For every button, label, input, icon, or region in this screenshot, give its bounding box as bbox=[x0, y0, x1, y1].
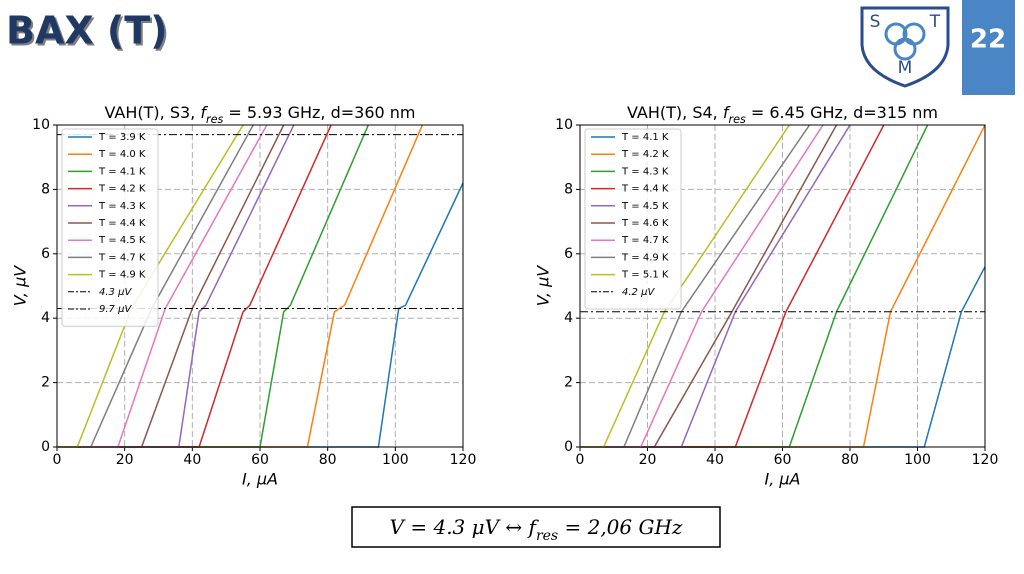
text-part: res bbox=[206, 113, 223, 126]
legend-label: 9.7 μV bbox=[99, 304, 132, 315]
legend-label: T = 4.6 K bbox=[621, 218, 669, 229]
text-part: f bbox=[723, 103, 731, 122]
legend-label: T = 4.4 K bbox=[98, 218, 146, 229]
text-part: res bbox=[536, 528, 558, 544]
legend-label: T = 4.5 K bbox=[98, 235, 146, 246]
legend-label: T = 3.9 K bbox=[98, 132, 146, 143]
y-tick-label: 6 bbox=[564, 246, 573, 262]
legend-box bbox=[584, 128, 682, 310]
y-axis-label: V, μV bbox=[11, 265, 30, 306]
logo-letter: M bbox=[898, 58, 913, 78]
y-axis-label: V, μV bbox=[534, 265, 553, 306]
legend-label: T = 4.1 K bbox=[98, 166, 146, 177]
slide-title-shadow: ВАХ (T) bbox=[8, 11, 170, 55]
logo: S T M bbox=[860, 6, 950, 88]
x-tick-label: 20 bbox=[116, 452, 134, 468]
plot-frame bbox=[56, 124, 464, 448]
x-tick-label: 40 bbox=[706, 452, 724, 468]
legend-label: T = 4.3 K bbox=[98, 201, 146, 212]
x-tick-label: 20 bbox=[639, 452, 657, 468]
x-tick-label: 60 bbox=[251, 452, 269, 468]
legend-label: 4.2 μV bbox=[622, 287, 655, 298]
y-tick-label: 8 bbox=[41, 181, 50, 197]
slide-title: ВАХ (T) bbox=[6, 9, 168, 53]
y-tick-label: 10 bbox=[32, 117, 50, 133]
y-tick-label: 2 bbox=[564, 375, 573, 391]
legend-label: T = 4.2 K bbox=[98, 184, 146, 195]
y-tick-label: 4 bbox=[41, 310, 50, 326]
x-tick-label: 0 bbox=[53, 452, 62, 468]
x-tick-label: 100 bbox=[382, 452, 409, 468]
logo-shield bbox=[860, 6, 950, 88]
formula: V = 4.3 μV ↔ fres = 2,06 GHz bbox=[390, 515, 683, 545]
text-part: = 6.45 GHz, d=315 nm bbox=[746, 103, 938, 122]
x-tick-label: 80 bbox=[841, 452, 859, 468]
legend-label: T = 4.3 K bbox=[621, 166, 669, 177]
legend-label: T = 4.1 K bbox=[621, 132, 669, 143]
text-part: V = 4.3 μV ↔ bbox=[390, 515, 529, 539]
legend-label: T = 4.7 K bbox=[98, 252, 146, 263]
chart-title: VAH(T), S4, fres = 6.45 GHz, d=315 nm bbox=[627, 103, 938, 126]
y-tick-label: 6 bbox=[41, 246, 50, 262]
chart-title: VAH(T), S3, fres = 5.93 GHz, d=360 nm bbox=[105, 103, 416, 126]
legend-label: T = 4.2 K bbox=[621, 149, 669, 160]
text-part: res bbox=[728, 113, 745, 126]
logo-letter: S bbox=[870, 12, 881, 32]
legend-label: T = 4.9 K bbox=[621, 252, 669, 263]
text-part: VAH(T), S4, bbox=[627, 103, 723, 122]
plot-frame bbox=[579, 124, 986, 448]
page-badge bbox=[962, 0, 1015, 95]
legend-label: T = 5.1 K bbox=[621, 270, 669, 281]
logo-ring bbox=[893, 37, 917, 61]
text-part: f bbox=[200, 103, 208, 122]
y-tick-label: 10 bbox=[555, 117, 573, 133]
text-part: VAH(T), S3, bbox=[105, 103, 201, 122]
x-tick-label: 80 bbox=[319, 452, 337, 468]
x-tick-label: 0 bbox=[576, 452, 585, 468]
x-tick-label: 60 bbox=[774, 452, 792, 468]
formula-box bbox=[351, 506, 721, 548]
legend-label: T = 4.5 K bbox=[621, 201, 669, 212]
legend-label: T = 4.9 K bbox=[98, 270, 146, 281]
legend-label: 4.3 μV bbox=[99, 287, 132, 298]
y-tick-label: 2 bbox=[41, 375, 50, 391]
text-part: = 5.93 GHz, d=360 nm bbox=[223, 103, 415, 122]
legend-box bbox=[61, 128, 159, 327]
x-tick-label: 120 bbox=[972, 452, 999, 468]
logo-letter: T bbox=[929, 12, 941, 32]
x-tick-label: 100 bbox=[904, 452, 931, 468]
y-tick-label: 0 bbox=[41, 439, 50, 455]
x-axis-label: I, μA bbox=[764, 470, 800, 489]
page-number: 22 bbox=[970, 25, 1006, 55]
y-tick-label: 8 bbox=[564, 181, 573, 197]
legend-label: T = 4.7 K bbox=[621, 235, 669, 246]
y-tick-label: 0 bbox=[564, 439, 573, 455]
y-tick-label: 4 bbox=[564, 310, 573, 326]
legend-label: T = 4.0 K bbox=[98, 149, 146, 160]
legend-label: T = 4.4 K bbox=[621, 184, 669, 195]
x-tick-label: 120 bbox=[450, 452, 477, 468]
text-part: = 2,06 GHz bbox=[558, 515, 683, 539]
x-axis-label: I, μA bbox=[242, 470, 278, 489]
x-tick-label: 40 bbox=[183, 452, 201, 468]
